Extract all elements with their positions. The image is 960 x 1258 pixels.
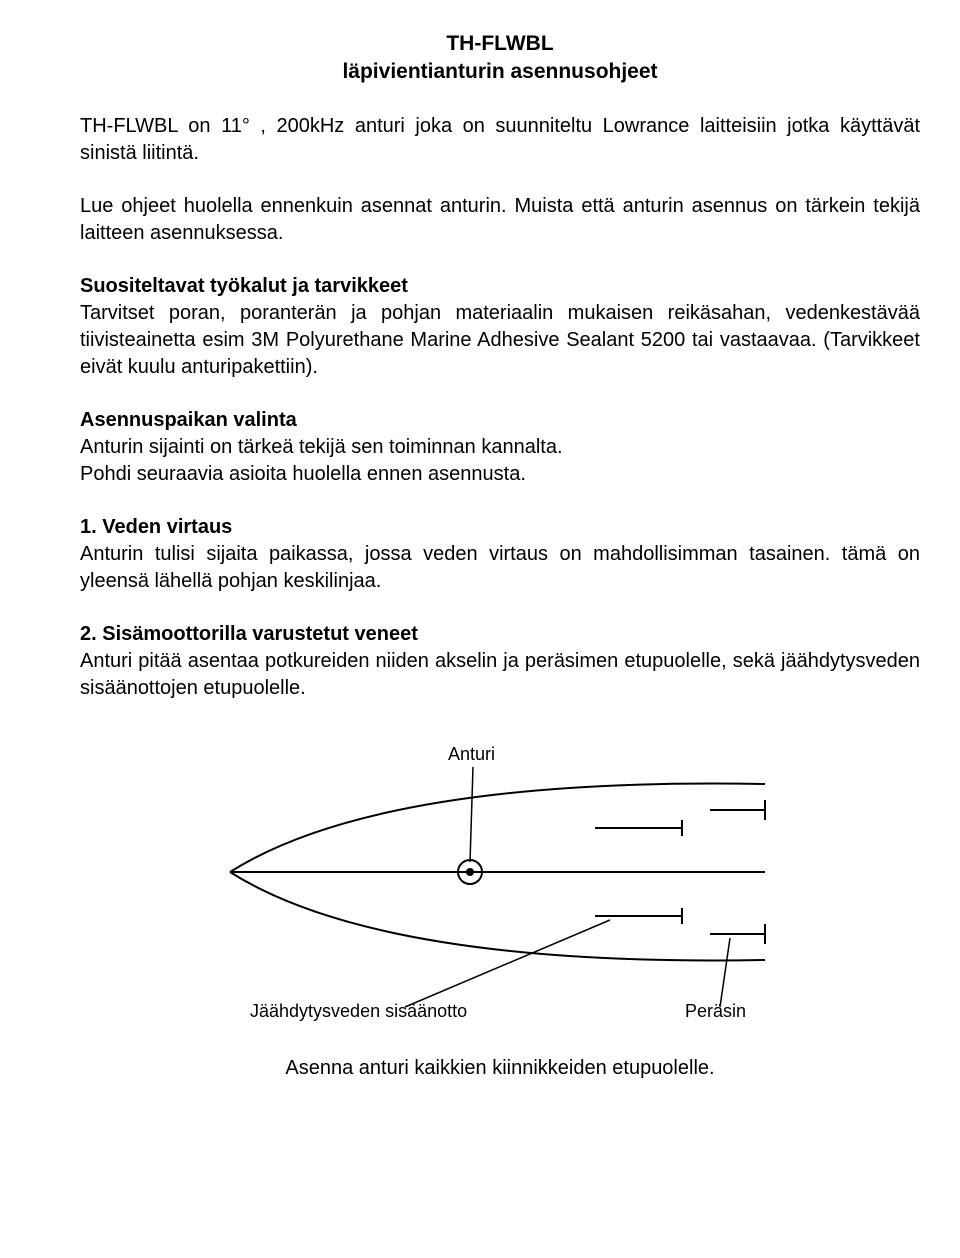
read-carefully-paragraph: Lue ohjeet huolella ennenkuin asennat an… (80, 193, 920, 247)
flow-heading: 1. Veden virtaus (80, 516, 232, 538)
tools-section: Suositeltavat työkalut ja tarvikkeet Tar… (80, 273, 920, 381)
location-line1: Anturin sijainti on tärkeä tekijä sen to… (80, 436, 563, 458)
intro-paragraph: TH-FLWBL on 11° , 200kHz anturi joka on … (80, 113, 920, 167)
svg-text:Anturi: Anturi (448, 744, 495, 764)
location-line2: Pohdi seuraavia asioita huolella ennen a… (80, 463, 526, 485)
tools-body: Tarvitset poran, poranterän ja pohjan ma… (80, 302, 920, 378)
diagram-caption: Asenna anturi kaikkien kiinnikkeiden etu… (80, 1057, 920, 1080)
boat-diagram: Anturi Jäähdytysveden sisäänotto Peräsin (210, 722, 790, 1022)
tools-heading: Suositeltavat työkalut ja tarvikkeet (80, 275, 408, 297)
svg-text:Jäähdytysveden sisäänotto: Jäähdytysveden sisäänotto (250, 1001, 467, 1021)
doc-title-line1: TH-FLWBL (80, 30, 920, 58)
flow-body: Anturin tulisi sijaita paikassa, jossa v… (80, 543, 920, 592)
location-section: Asennuspaikan valinta Anturin sijainti o… (80, 407, 920, 488)
inboard-section: 2. Sisämoottorilla varustetut veneet Ant… (80, 621, 920, 702)
svg-text:Peräsin: Peräsin (685, 1001, 746, 1021)
flow-section: 1. Veden virtaus Anturin tulisi sijaita … (80, 514, 920, 595)
location-heading: Asennuspaikan valinta (80, 409, 297, 431)
inboard-body: Anturi pitää asentaa potkureiden niiden … (80, 650, 920, 699)
inboard-heading: 2. Sisämoottorilla varustetut veneet (80, 623, 418, 645)
doc-title-line2: läpivientianturin asennusohjeet (80, 58, 920, 86)
